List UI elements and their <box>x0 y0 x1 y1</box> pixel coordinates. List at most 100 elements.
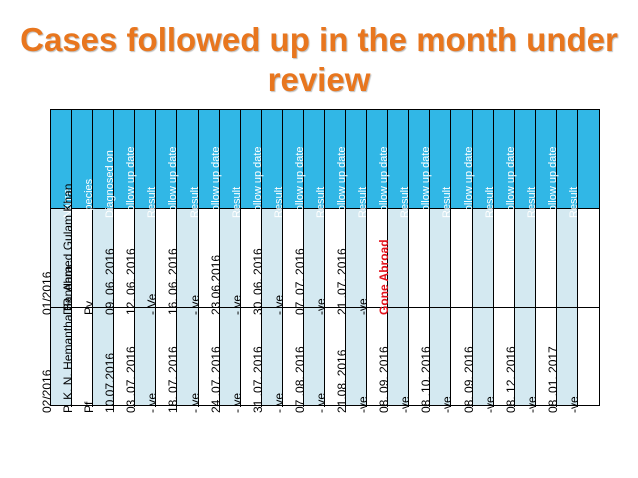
table-row: Name DR. Ahmed Gulam Khan P. K. N. Hemanth… <box>61 110 94 413</box>
case-01-cell: 01/2016 <box>40 209 72 315</box>
case-01-cell-text: 21 .07. 2016 <box>335 248 350 315</box>
case-02-cell: Pf <box>82 308 114 413</box>
table-row: Result -ve <box>567 110 599 413</box>
case-01-cell: - ve <box>230 209 261 315</box>
header-cell: Follow up date <box>167 110 198 218</box>
case-02-cell: -ve <box>398 308 430 413</box>
header-cell: Follow up date <box>252 110 282 218</box>
case-02-cell-text: P. K. N. Hemantha Bandara <box>61 265 76 413</box>
case-02-cell-text: 02/2016 <box>40 369 55 413</box>
header-cell: Follow up date <box>125 110 156 218</box>
table-row: Follow up date 23.06.2016 24 .07. 2016 <box>209 110 241 413</box>
table-row: Follow up date 08. 09. 2016 <box>462 110 494 413</box>
header-cell: Name <box>62 110 93 218</box>
case-02-cell: -ve <box>356 308 388 413</box>
table-row: Follow up date 08. 12. 2016 <box>504 110 536 413</box>
case-01-cell: -ve <box>314 209 346 315</box>
header-cell: Follow up date <box>420 110 451 218</box>
case-02-cell: - ve <box>272 308 303 413</box>
header-cell: Result <box>146 110 177 218</box>
case-01-cell: 30. 06. 2016 <box>251 209 282 315</box>
case-02-cell: 18. 07. 2016 <box>166 308 198 413</box>
case-02-cell-text: 07 .08. 2016 <box>292 346 307 413</box>
case-02-cell: - ve <box>145 308 177 413</box>
case-01-cell: 09. 06. 2016 <box>103 209 135 315</box>
case-01-cell-text: 09. 06. 2016 <box>103 248 118 315</box>
case-01-cell: 23.06.2016 <box>209 209 240 315</box>
case-02-cell: - ve <box>230 308 261 413</box>
table-row: Result - ve - ve <box>230 110 262 413</box>
case-02-cell-text: - ve <box>145 392 160 413</box>
header-cell: Species <box>83 110 114 218</box>
case-02-cell-text: - ve <box>314 392 329 413</box>
table-row: Result -ve -ve <box>356 110 389 413</box>
case-02-cell: 10.07.2016 <box>103 308 135 413</box>
header-cell: Follow up date <box>336 110 367 218</box>
case-01-cell <box>556 209 577 308</box>
follow-up-table: Case no 01/2016 02/2016 Name DR. Ahmed Gulam… <box>40 109 600 413</box>
case-02-cell-text: -ve <box>398 396 413 413</box>
case-01-cell: Pv <box>82 209 114 315</box>
case-01-cell: -ve <box>356 209 388 315</box>
case-02-cell-text: 18. 07. 2016 <box>166 346 181 413</box>
case-01-cell-text: 23.06.2016 <box>208 254 223 315</box>
table-row: Follow up date 16. 06. 2016 18. 07. 2016 <box>166 110 199 413</box>
table-row: Follow up date 21 .07. 2016 21.08. 2016 <box>335 110 368 413</box>
case-02-cell-text: -ve <box>567 396 582 413</box>
case-02-cell: 08 .10. 2016 <box>419 308 451 413</box>
header-cell-text: Follow up date <box>167 146 180 218</box>
header-cell-text: Follow up date <box>251 146 264 218</box>
case-01-cell <box>430 209 451 308</box>
table-row: Result -ve <box>440 110 473 413</box>
header-cell: Result <box>484 110 514 218</box>
case-02-cell: 31 .07. 2016 <box>251 308 282 413</box>
case-02-cell: 03 .07. 2016 <box>124 308 156 413</box>
header-cell-text: Follow up date <box>125 146 138 218</box>
case-01-cell: 16. 06. 2016 <box>166 209 198 315</box>
case-02-cell: -ve <box>440 308 472 413</box>
case-02-cell: -ve <box>525 308 556 413</box>
header-cell: Result <box>315 110 346 218</box>
case-01-cell: 21 .07. 2016 <box>335 209 367 315</box>
case-02-cell-text: 21.08. 2016 <box>335 349 350 413</box>
case-02-cell-text: 08. 09. 2016 <box>377 346 392 413</box>
table-row: Result - Ve - ve <box>145 110 178 413</box>
header-cell: Result <box>231 110 261 218</box>
case-02-cell-text: -ve <box>356 396 371 413</box>
header-cell: Result <box>357 110 388 218</box>
case-02-cell: - ve <box>188 308 219 413</box>
header-cell: Follow up date <box>378 110 409 218</box>
header-cell-text: Follow up date <box>293 146 306 218</box>
table-row: Diagnosed on 09. 06. 2016 10.07.2016 <box>103 110 136 413</box>
table-row: Follow up date 12. 06. 2016 03 .07. 2016 <box>124 110 157 413</box>
case-02-cell-text: -ve <box>524 396 539 413</box>
case-01-cell-text: 16. 06. 2016 <box>166 248 181 315</box>
table-row: Result -ve <box>525 110 557 413</box>
case-01-cell: - ve <box>188 209 219 315</box>
header-cell: Result <box>568 110 599 218</box>
header-cell: Result <box>189 110 219 218</box>
case-02-cell-text: -ve <box>482 396 497 413</box>
case-01-cell <box>577 209 599 308</box>
table-row: Result -ve <box>483 110 515 413</box>
header-cell: Result <box>526 110 556 218</box>
case-02-cell: 02/2016 <box>40 308 72 413</box>
case-01-cell <box>514 209 535 308</box>
case-01-cell <box>472 209 493 308</box>
case-01-cell: - Ve <box>145 209 177 315</box>
header-cell: Result <box>273 110 303 218</box>
case-01-cell <box>493 209 514 308</box>
case-02-cell-text: 24 .07. 2016 <box>208 346 223 413</box>
table-row: Case no 01/2016 02/2016 <box>40 110 73 413</box>
case-02-cell-text: - ve <box>271 392 286 413</box>
case-02-cell: -ve <box>483 308 514 413</box>
case-02-cell-text: - ve <box>187 392 202 413</box>
case-02-cell: 21.08. 2016 <box>335 308 367 413</box>
header-cell: Follow up date <box>463 110 493 218</box>
header-cell: Result <box>399 110 430 218</box>
case-01-cell <box>535 209 556 308</box>
header-cell-text: Follow up date <box>462 146 475 218</box>
case-02-cell: 08. 12. 2016 <box>504 308 535 413</box>
header-cell-text: Diagnosed on <box>104 150 117 218</box>
case-02-cell: P. K. N. Hemantha Bandara <box>61 266 93 413</box>
